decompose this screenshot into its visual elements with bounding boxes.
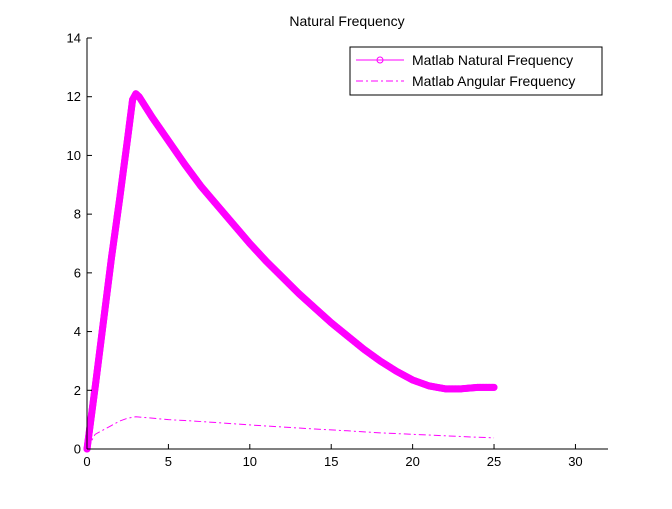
legend-box bbox=[349, 46, 603, 96]
y-tick-label: 10 bbox=[67, 148, 81, 163]
x-tick-label: 0 bbox=[83, 454, 90, 469]
y-tick-label: 14 bbox=[67, 31, 81, 46]
axis-layer: 0 5 10 15 20 25 30 0 2 4 6 8 10 12 14 bbox=[67, 31, 608, 469]
plot-area bbox=[87, 38, 608, 449]
chart-title: Natural Frequency bbox=[289, 13, 404, 29]
legend-label-natural: Matlab Natural Frequency bbox=[412, 52, 573, 68]
x-tick-label: 30 bbox=[568, 454, 582, 469]
x-tick-label: 5 bbox=[165, 454, 172, 469]
x-tick-label: 20 bbox=[405, 454, 419, 469]
x-tick-label: 25 bbox=[487, 454, 501, 469]
legend-marker-natural bbox=[376, 56, 384, 64]
x-tick-label: 10 bbox=[243, 454, 257, 469]
y-tick-label: 4 bbox=[74, 324, 81, 339]
legend-label-angular: Matlab Angular Frequency bbox=[412, 73, 575, 89]
legend: Matlab Natural Frequency Matlab Angular … bbox=[349, 46, 603, 96]
y-tick-label: 0 bbox=[74, 442, 81, 457]
y-tick-label: 6 bbox=[74, 265, 81, 280]
data-point-marker bbox=[490, 383, 498, 391]
y-tick-label: 12 bbox=[67, 89, 81, 104]
y-tick-label: 8 bbox=[74, 207, 81, 222]
y-tick-label: 2 bbox=[74, 383, 81, 398]
series-angular-frequency-line bbox=[86, 416, 495, 450]
x-tick-label: 15 bbox=[324, 454, 338, 469]
